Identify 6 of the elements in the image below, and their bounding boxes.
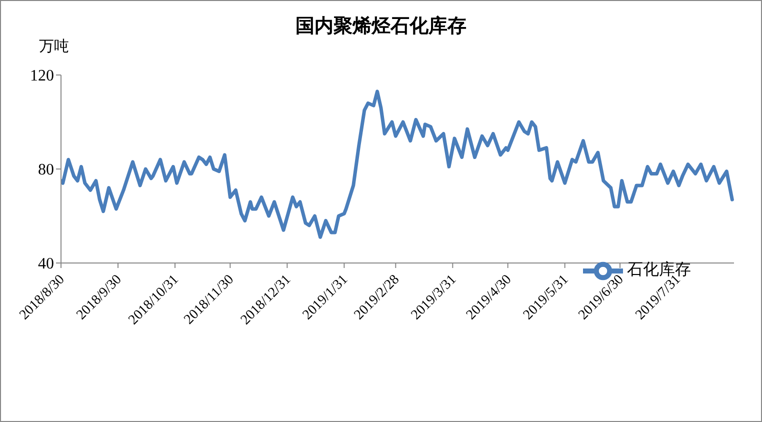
chart-title: 国内聚烯烃石化库存 bbox=[294, 14, 468, 39]
y-tick-label: 40 bbox=[38, 256, 54, 273]
y-axis-title: 万吨 bbox=[39, 38, 69, 56]
y-tick-label: 80 bbox=[38, 162, 54, 179]
y-tick-label: 120 bbox=[30, 68, 54, 85]
line-series bbox=[61, 90, 734, 239]
